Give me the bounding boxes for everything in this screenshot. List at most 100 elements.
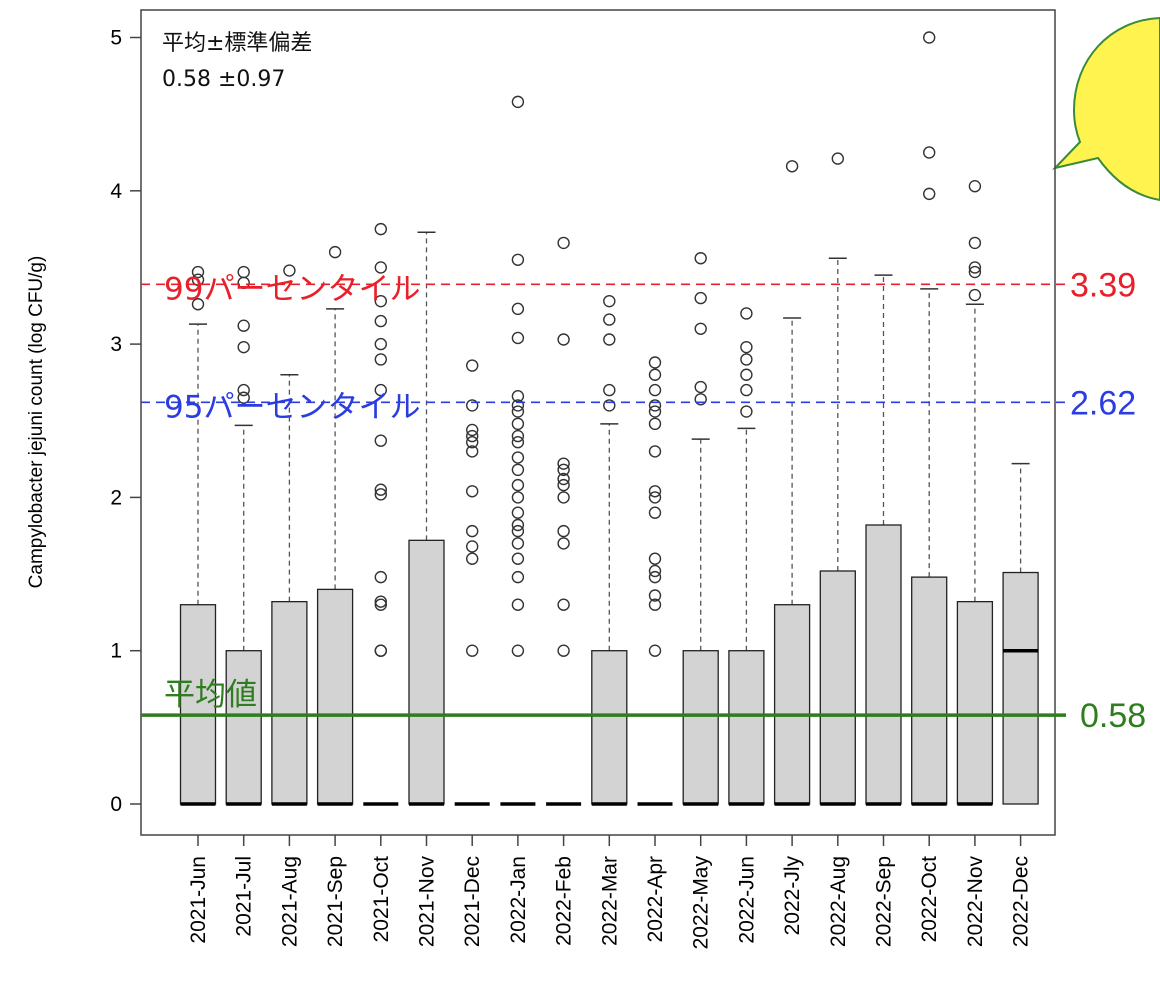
outlier-point (648, 598, 662, 611)
outlier-point (648, 399, 662, 412)
outlier-point (466, 359, 479, 372)
box-body (819, 570, 856, 805)
outliers (191, 31, 982, 657)
outlier-point (648, 445, 662, 458)
box-2021-Sep (316, 308, 354, 806)
outlier-point (237, 391, 250, 404)
outlier-point (648, 368, 662, 381)
outlier-point (740, 340, 753, 354)
outlier-point (557, 463, 570, 477)
outlier-point (511, 463, 525, 477)
outlier-point (923, 31, 936, 44)
outlier-point (785, 160, 799, 173)
outlier-point (466, 436, 479, 449)
box-body (956, 600, 994, 805)
outlier-point (466, 445, 479, 458)
outlier-point (511, 570, 525, 584)
x-tick-label: 2021-Nov (416, 856, 439, 948)
outlier-point (740, 353, 753, 366)
box-2022-Dec (1002, 462, 1039, 805)
outlier-point (557, 457, 570, 470)
x-tick-label: 2022-May (690, 856, 713, 950)
y-tick-label: 0 (110, 793, 122, 816)
x-tick-label: 2021-Dec (461, 856, 484, 947)
x-tick-label: 2021-Oct (370, 856, 393, 943)
box-body (179, 604, 217, 805)
box-body (773, 604, 811, 805)
outlier-point (511, 417, 525, 431)
box-2022-May (682, 438, 719, 806)
outlier-point (557, 537, 570, 550)
outlier-point (694, 291, 707, 305)
outlier-point (511, 451, 525, 464)
x-tick-label: 2022-Feb (553, 856, 576, 946)
outlier-point (374, 598, 387, 611)
y-tick-label: 1 (110, 640, 122, 663)
reference-line-value: 2.62 (1070, 384, 1136, 422)
outlier-point (466, 524, 479, 538)
outlier-point (374, 434, 387, 447)
outlier-point (557, 644, 570, 657)
outlier-point (511, 331, 525, 345)
outlier-point (511, 552, 525, 565)
outlier-point (511, 506, 525, 519)
outlier-point (648, 485, 662, 498)
outlier-point (374, 570, 387, 584)
outlier-point (603, 294, 616, 308)
reference-lines: 99パーセンタイル 3.39 95パーセンタイル 2.62 平均値 0.58 (141, 266, 1146, 735)
outlier-point (557, 491, 570, 504)
box-body (225, 650, 262, 805)
plot-frame (140, 9, 1056, 836)
x-tick-label: 2022-Mar (598, 856, 621, 946)
y-tick-label: 2 (110, 486, 122, 509)
outlier-point (374, 261, 387, 274)
box-2022-Oct (911, 288, 948, 806)
outlier-point (511, 524, 525, 538)
reference-line-label: 平均値 (164, 677, 257, 713)
box-2022-Mar (591, 423, 628, 806)
box-2022-Aug (819, 257, 856, 806)
x-tick-label: 2021-Jun (187, 856, 210, 944)
box-body (1002, 571, 1039, 805)
outlier-point (374, 383, 387, 397)
stats-title: 平均±標準偏差 (162, 31, 312, 56)
outlier-point (466, 552, 479, 565)
outlier-point (648, 506, 662, 519)
outlier-point (237, 265, 250, 279)
outlier-point (603, 333, 616, 346)
outlier-point (374, 294, 387, 308)
outlier-point (648, 491, 662, 504)
stats-value: 0.58 ±0.97 (162, 67, 285, 92)
outlier-point (374, 595, 387, 608)
outlier-point (968, 180, 982, 193)
box-2021-Jun (179, 323, 217, 806)
outlier-point (466, 429, 479, 443)
outlier-point (191, 273, 205, 286)
outlier-point (648, 644, 662, 657)
outlier-point (740, 383, 753, 397)
outlier-point (511, 518, 525, 532)
reference-line-label: 99パーセンタイル (164, 271, 420, 307)
outlier-point (603, 313, 616, 326)
outlier-point (283, 264, 296, 277)
box-body (271, 600, 308, 805)
outlier-point (968, 261, 982, 274)
reference-line-value: 0.58 (1080, 697, 1146, 735)
x-tick-label: 2022-Oct (918, 856, 941, 943)
x-tick-label: 2022-Nov (964, 856, 987, 948)
outlier-point (511, 537, 525, 550)
outlier-point (466, 423, 479, 437)
box-2021-Aug (271, 374, 308, 806)
outlier-point (648, 417, 662, 431)
outlier-point (557, 472, 570, 486)
outlier-point (603, 399, 616, 412)
y-axis: 0 1 2 3 4 5 (110, 27, 141, 816)
outlier-point (557, 524, 570, 538)
x-tick-label: 2022-Jan (507, 856, 530, 944)
outlier-point (466, 399, 479, 412)
outlier-point (694, 393, 707, 406)
x-tick-label: 2021-Aug (278, 856, 301, 947)
outlier-point (557, 598, 570, 611)
y-tick-label: 3 (110, 333, 122, 356)
